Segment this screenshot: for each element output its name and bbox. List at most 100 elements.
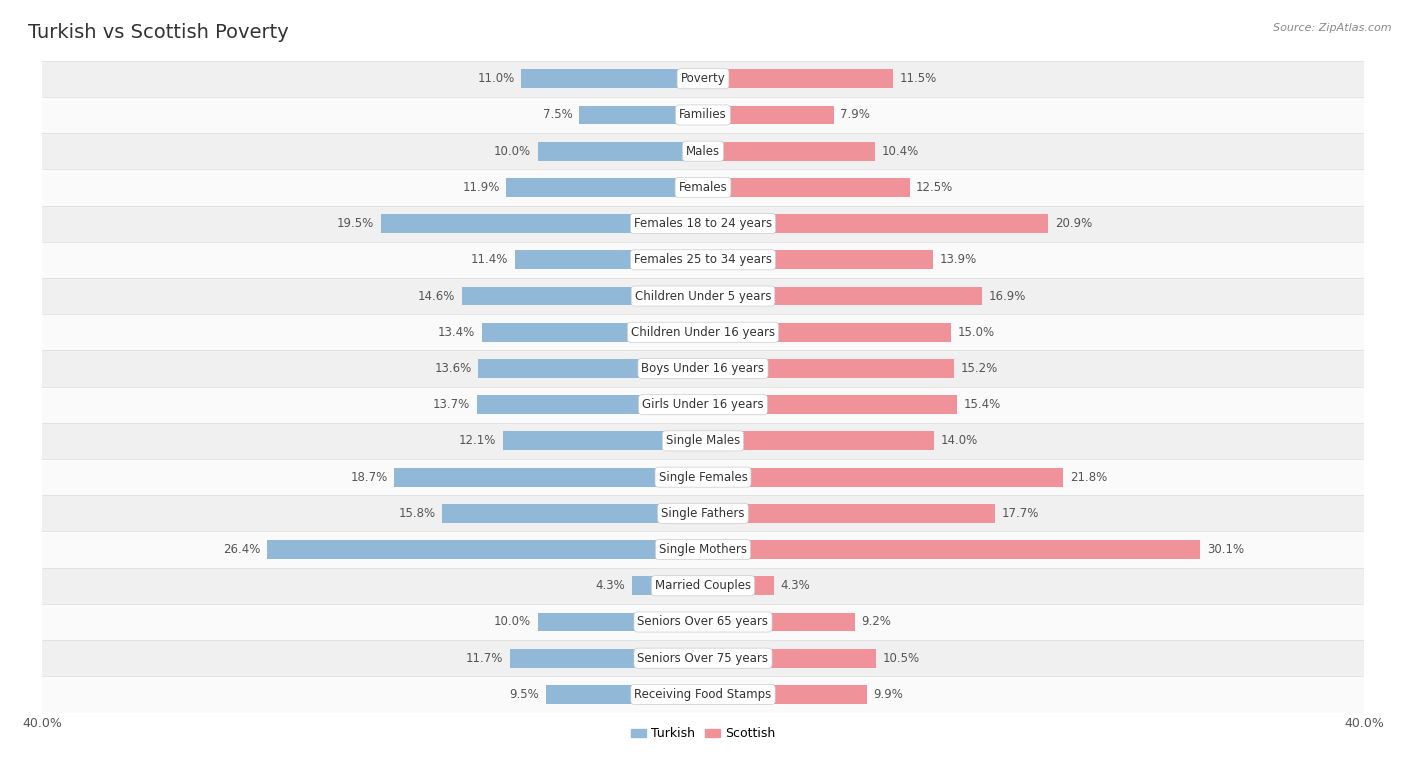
Bar	[703, 215, 1049, 233]
Text: 12.5%: 12.5%	[917, 181, 953, 194]
Bar	[537, 142, 703, 161]
Bar	[42, 97, 1364, 133]
Bar	[42, 423, 1364, 459]
Bar	[42, 133, 1364, 169]
Text: Single Fathers: Single Fathers	[661, 507, 745, 520]
Bar	[503, 431, 703, 450]
Bar	[42, 350, 1364, 387]
Text: 16.9%: 16.9%	[988, 290, 1026, 302]
Bar	[703, 178, 910, 197]
Bar	[477, 395, 703, 414]
Text: Families: Families	[679, 108, 727, 121]
Bar	[579, 105, 703, 124]
Text: Seniors Over 75 years: Seniors Over 75 years	[637, 652, 769, 665]
Bar	[42, 459, 1364, 495]
Bar	[42, 604, 1364, 640]
Text: 19.5%: 19.5%	[337, 217, 374, 230]
Bar	[482, 323, 703, 342]
Bar	[42, 531, 1364, 568]
Bar	[515, 250, 703, 269]
Bar	[42, 169, 1364, 205]
Text: 10.0%: 10.0%	[494, 615, 531, 628]
Text: 15.4%: 15.4%	[965, 398, 1001, 411]
Text: 9.9%: 9.9%	[873, 688, 903, 701]
Text: 9.5%: 9.5%	[510, 688, 540, 701]
Bar	[703, 287, 983, 305]
Text: Poverty: Poverty	[681, 72, 725, 85]
Text: Single Females: Single Females	[658, 471, 748, 484]
Bar	[42, 387, 1364, 423]
Bar	[703, 142, 875, 161]
Text: Source: ZipAtlas.com: Source: ZipAtlas.com	[1274, 23, 1392, 33]
Text: 13.4%: 13.4%	[437, 326, 475, 339]
Bar	[537, 612, 703, 631]
Bar	[42, 205, 1364, 242]
Bar	[703, 323, 950, 342]
Bar	[42, 242, 1364, 278]
Bar	[703, 685, 866, 704]
Bar	[631, 576, 703, 595]
Text: 15.2%: 15.2%	[960, 362, 998, 375]
Text: 7.5%: 7.5%	[543, 108, 572, 121]
Bar	[42, 314, 1364, 350]
Bar	[703, 69, 893, 88]
Bar	[703, 576, 775, 595]
Text: 9.2%: 9.2%	[862, 615, 891, 628]
Text: Seniors Over 65 years: Seniors Over 65 years	[637, 615, 769, 628]
Text: 13.6%: 13.6%	[434, 362, 471, 375]
Text: Boys Under 16 years: Boys Under 16 years	[641, 362, 765, 375]
Bar	[394, 468, 703, 487]
Bar	[703, 395, 957, 414]
Text: 17.7%: 17.7%	[1002, 507, 1039, 520]
Text: 11.4%: 11.4%	[471, 253, 508, 266]
Text: 4.3%: 4.3%	[596, 579, 626, 592]
Bar	[42, 568, 1364, 604]
Bar	[478, 359, 703, 378]
Text: 13.7%: 13.7%	[433, 398, 470, 411]
Bar	[703, 431, 934, 450]
Text: 14.0%: 14.0%	[941, 434, 979, 447]
Text: Males: Males	[686, 145, 720, 158]
Bar	[42, 61, 1364, 97]
Text: Turkish vs Scottish Poverty: Turkish vs Scottish Poverty	[28, 23, 288, 42]
Text: 11.5%: 11.5%	[900, 72, 936, 85]
Bar	[461, 287, 703, 305]
Bar	[703, 612, 855, 631]
Text: 30.1%: 30.1%	[1206, 543, 1244, 556]
Bar	[703, 540, 1201, 559]
Bar	[42, 495, 1364, 531]
Text: Children Under 16 years: Children Under 16 years	[631, 326, 775, 339]
Text: Girls Under 16 years: Girls Under 16 years	[643, 398, 763, 411]
Bar	[703, 250, 932, 269]
Bar	[522, 69, 703, 88]
Text: 12.1%: 12.1%	[460, 434, 496, 447]
Text: 11.7%: 11.7%	[465, 652, 503, 665]
Text: 18.7%: 18.7%	[350, 471, 388, 484]
Bar	[703, 105, 834, 124]
Text: Single Mothers: Single Mothers	[659, 543, 747, 556]
Bar	[703, 649, 876, 668]
Text: 11.0%: 11.0%	[478, 72, 515, 85]
Text: 14.6%: 14.6%	[418, 290, 456, 302]
Text: 7.9%: 7.9%	[841, 108, 870, 121]
Text: Females 25 to 34 years: Females 25 to 34 years	[634, 253, 772, 266]
Bar	[267, 540, 703, 559]
Text: 20.9%: 20.9%	[1054, 217, 1092, 230]
Text: 15.0%: 15.0%	[957, 326, 994, 339]
Bar	[703, 504, 995, 523]
Text: 4.3%: 4.3%	[780, 579, 810, 592]
Bar	[42, 640, 1364, 676]
Text: Females: Females	[679, 181, 727, 194]
Text: 10.0%: 10.0%	[494, 145, 531, 158]
Bar	[510, 649, 703, 668]
Bar	[546, 685, 703, 704]
Text: 10.5%: 10.5%	[883, 652, 920, 665]
Text: 13.9%: 13.9%	[939, 253, 977, 266]
Text: Single Males: Single Males	[666, 434, 740, 447]
Bar	[506, 178, 703, 197]
Text: 11.9%: 11.9%	[463, 181, 499, 194]
Bar	[42, 278, 1364, 314]
Text: Married Couples: Married Couples	[655, 579, 751, 592]
Bar	[381, 215, 703, 233]
Text: 15.8%: 15.8%	[398, 507, 436, 520]
